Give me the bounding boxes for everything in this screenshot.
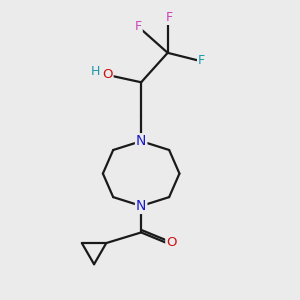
Text: N: N xyxy=(136,134,146,148)
Text: O: O xyxy=(166,236,177,249)
Text: O: O xyxy=(102,68,112,81)
Text: F: F xyxy=(198,54,205,67)
Text: F: F xyxy=(135,20,142,33)
Text: N: N xyxy=(136,199,146,213)
Text: F: F xyxy=(166,11,173,24)
Text: H: H xyxy=(90,65,100,78)
